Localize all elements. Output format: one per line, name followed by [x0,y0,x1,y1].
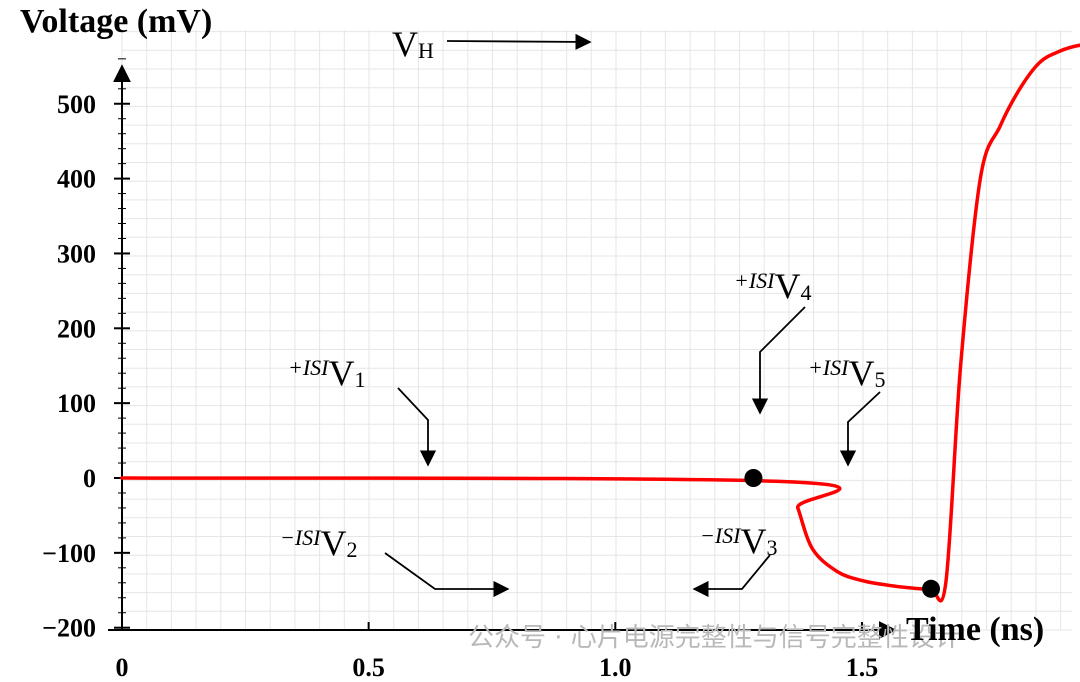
y-tick-label: 300 [57,239,96,268]
sample-point-1 [922,579,941,598]
x-axis-title: Time (ns) [906,611,1044,648]
y-tick-labels: 500 400 300 200 100 0 −100 −200 [42,58,130,643]
annotation-arrows [384,33,881,598]
v2-arrow [384,552,510,598]
vh-arrow [446,33,592,50]
v4-arrow [751,306,806,415]
y-tick-label: −100 [42,539,96,568]
annotation-v3: −ISIV3 [700,521,778,561]
y-tick-label: 100 [57,389,96,418]
y-tick-label: 400 [57,165,96,194]
sample-points [744,469,941,598]
v3-arrow [692,554,771,598]
waveform-line [120,43,1080,603]
y-tick-label: 500 [57,90,96,119]
x-tick-labels: 00.51.01.52.02.53.0 [116,622,879,682]
v5-arrow [839,391,881,467]
annotation-vh: VH [392,24,434,64]
v1-arrow [397,387,437,467]
annotation-v1: +ISIV1 [288,353,366,393]
y-tick-label: 0 [83,464,96,493]
x-tick-label: 0 [116,653,129,682]
chart-grid [121,30,1072,631]
y-tick-label: 200 [57,314,96,343]
watermark-text: 公众号 · 心片电源完整性与信号完整性设计 [468,623,961,653]
x-tick-label: 0.5 [352,653,385,682]
annotation-v5: +ISIV5 [808,353,886,393]
annotation-v2: −ISIV2 [280,523,358,563]
sample-point-0 [744,469,763,487]
y-axis-title: Voltage (mV) [20,3,212,40]
annotation-v4: +ISIV4 [734,266,812,306]
y-tick-label: −200 [42,614,96,643]
x-tick-label: 1.0 [599,653,632,682]
x-tick-label: 1.5 [846,653,879,682]
